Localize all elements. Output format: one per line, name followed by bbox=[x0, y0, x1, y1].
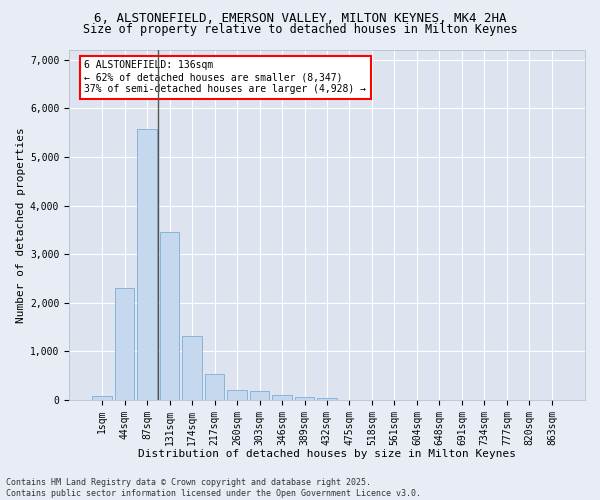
Bar bbox=[250, 391, 269, 400]
Bar bbox=[92, 396, 112, 400]
Bar bbox=[317, 398, 337, 400]
Text: Contains HM Land Registry data © Crown copyright and database right 2025.
Contai: Contains HM Land Registry data © Crown c… bbox=[6, 478, 421, 498]
Bar bbox=[182, 336, 202, 400]
Bar bbox=[227, 390, 247, 400]
Bar bbox=[137, 128, 157, 400]
Bar bbox=[272, 396, 292, 400]
X-axis label: Distribution of detached houses by size in Milton Keynes: Distribution of detached houses by size … bbox=[138, 449, 516, 459]
Bar bbox=[295, 397, 314, 400]
Text: 6, ALSTONEFIELD, EMERSON VALLEY, MILTON KEYNES, MK4 2HA: 6, ALSTONEFIELD, EMERSON VALLEY, MILTON … bbox=[94, 12, 506, 26]
Bar bbox=[160, 232, 179, 400]
Bar bbox=[205, 374, 224, 400]
Bar bbox=[115, 288, 134, 400]
Text: 6 ALSTONEFIELD: 136sqm
← 62% of detached houses are smaller (8,347)
37% of semi-: 6 ALSTONEFIELD: 136sqm ← 62% of detached… bbox=[85, 60, 367, 94]
Y-axis label: Number of detached properties: Number of detached properties bbox=[16, 127, 26, 323]
Text: Size of property relative to detached houses in Milton Keynes: Size of property relative to detached ho… bbox=[83, 22, 517, 36]
